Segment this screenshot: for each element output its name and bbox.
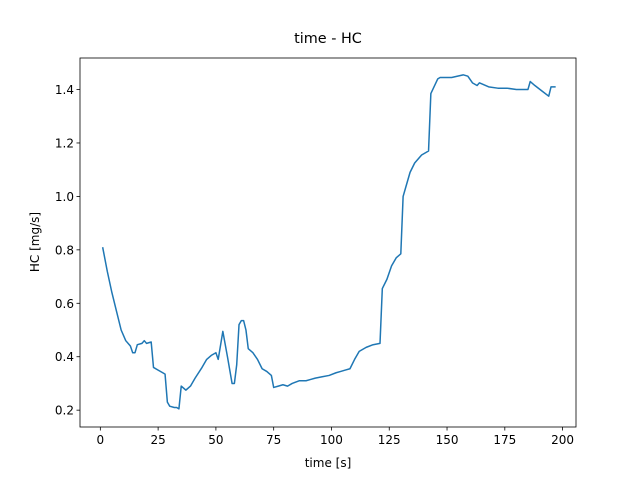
y-tick-label: 1.0 bbox=[55, 190, 74, 204]
x-tick-label: 75 bbox=[266, 433, 281, 447]
data-line bbox=[101, 74, 556, 410]
x-tick-label: 50 bbox=[208, 433, 223, 447]
y-tick-label: 0.8 bbox=[55, 243, 74, 257]
x-tick-label: 175 bbox=[493, 433, 516, 447]
plot-frame bbox=[79, 57, 577, 428]
x-tick-label: 100 bbox=[320, 433, 343, 447]
x-tick-label: 25 bbox=[150, 433, 165, 447]
y-tick-label: 0.2 bbox=[55, 404, 74, 418]
y-tick-label: 0.6 bbox=[55, 297, 74, 311]
x-tick-label: 200 bbox=[551, 433, 574, 447]
y-tick-label: 1.4 bbox=[55, 83, 74, 97]
x-tick-label: 125 bbox=[378, 433, 401, 447]
x-axis-label: time [s] bbox=[305, 456, 352, 470]
y-tick-label: 1.2 bbox=[55, 136, 74, 150]
x-tick-label: 0 bbox=[97, 433, 105, 447]
y-axis-label: HC [mg/s] bbox=[28, 212, 42, 272]
y-tick-label: 0.4 bbox=[55, 350, 74, 364]
chart-title: time - HC bbox=[294, 31, 362, 47]
x-tick-label: 150 bbox=[436, 433, 459, 447]
